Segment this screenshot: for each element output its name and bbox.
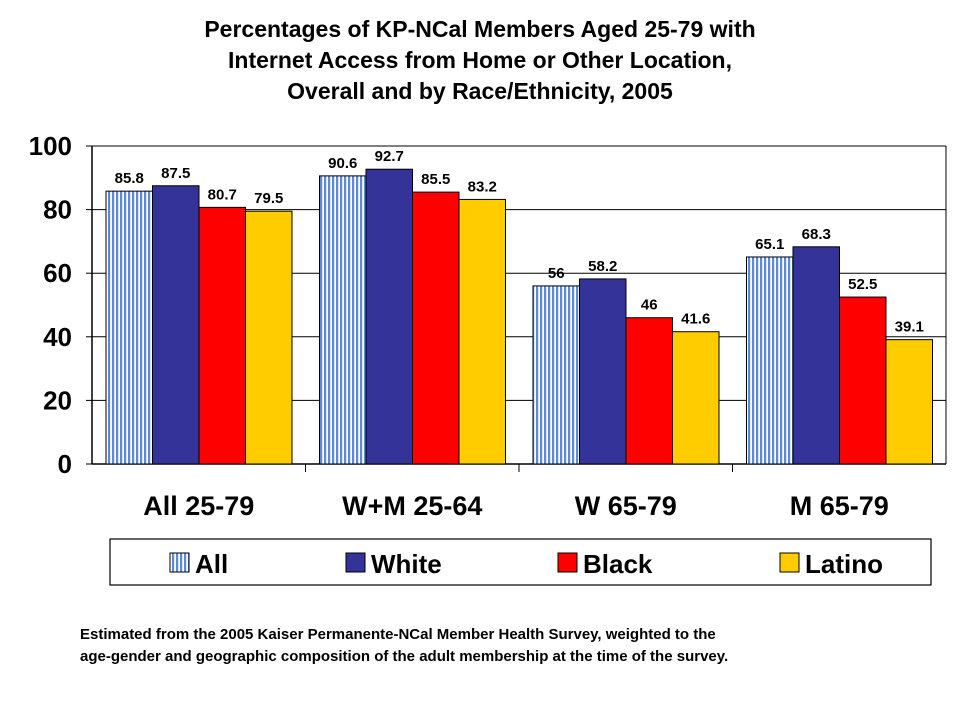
legend-label: Black <box>583 549 653 579</box>
data-label: 83.2 <box>468 178 497 195</box>
data-label: 41.6 <box>681 311 710 328</box>
title-line-1: Percentages of KP-NCal Members Aged 25-7… <box>204 16 756 42</box>
data-label: 87.5 <box>161 165 190 182</box>
bar-black <box>625 317 673 465</box>
x-tick-label: W 65-79 <box>575 491 677 521</box>
bar-all <box>105 190 153 465</box>
title-line-2: Internet Access from Home or Other Locat… <box>228 47 732 73</box>
legend: All White Black Latino <box>109 538 932 586</box>
y-tick-label: 0 <box>58 449 72 479</box>
legend-swatch-all <box>169 552 190 573</box>
legend-swatch-latino <box>779 552 800 573</box>
data-label: 79.5 <box>254 190 283 207</box>
y-tick-label: 20 <box>43 385 72 415</box>
y-tick-label: 100 <box>29 131 72 161</box>
bar-white <box>365 168 413 465</box>
y-tick-label: 60 <box>43 258 72 288</box>
bar-white <box>579 278 627 465</box>
bar-black <box>198 206 246 465</box>
data-label: 68.3 <box>802 226 831 243</box>
bar-all <box>746 256 794 465</box>
data-label: 90.6 <box>328 155 357 172</box>
bar-all <box>319 175 367 465</box>
y-tick-label: 80 <box>43 195 72 225</box>
data-label: 39.1 <box>895 319 924 336</box>
x-tick-label: W+M 25-64 <box>342 491 482 521</box>
footnote-line-2: age-gender and geographic composition of… <box>80 648 729 665</box>
x-tick-label: All 25-79 <box>143 491 254 521</box>
data-label: 92.7 <box>375 148 404 165</box>
bar-all <box>532 285 580 465</box>
data-label: 46 <box>641 297 658 314</box>
x-tick-label: M 65-79 <box>790 491 889 521</box>
data-label: 85.8 <box>115 170 144 187</box>
legend-label: All <box>195 549 228 579</box>
footnote: Estimated from the 2005 Kaiser Permanent… <box>80 624 940 668</box>
bar-white <box>152 185 200 465</box>
plot-area: 0 20 40 60 80 100 85.8 87.5 80.7 79.5 All 25-79 90.… <box>29 131 947 521</box>
bar-latino <box>672 331 720 465</box>
legend-label: White <box>371 549 442 579</box>
bar-white <box>792 246 840 465</box>
y-tick-label: 40 <box>43 322 72 352</box>
bar-black <box>839 296 887 465</box>
data-label: 56 <box>548 265 565 282</box>
data-label: 85.5 <box>421 171 450 188</box>
legend-label: Latino <box>805 549 883 579</box>
legend-swatch-black <box>557 552 578 573</box>
bar-latino <box>458 198 506 465</box>
data-label: 80.7 <box>208 186 237 203</box>
title-line-3: Overall and by Race/Ethnicity, 2005 <box>287 78 673 104</box>
data-label: 58.2 <box>588 258 617 275</box>
bar-black <box>412 191 460 465</box>
bar-latino <box>245 210 293 465</box>
chart-title: Percentages of KP-NCal Members Aged 25-7… <box>60 14 900 107</box>
footnote-line-1: Estimated from the 2005 Kaiser Permanent… <box>80 626 716 643</box>
data-label: 52.5 <box>848 276 877 293</box>
data-label: 65.1 <box>755 236 784 253</box>
legend-swatch-white <box>345 552 366 573</box>
bar-latino <box>885 339 933 465</box>
